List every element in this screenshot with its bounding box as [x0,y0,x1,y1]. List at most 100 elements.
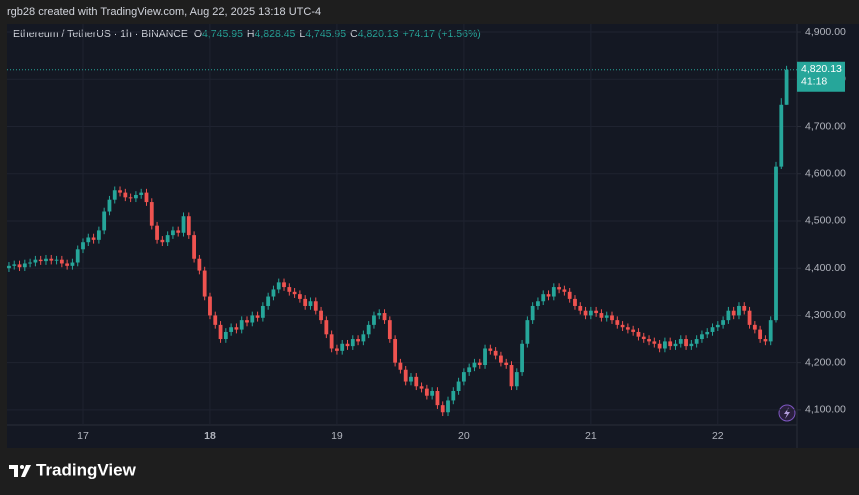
candle-body [313,301,318,311]
candle-body [509,365,514,387]
candle-body [128,197,133,199]
candle-body [715,324,720,328]
candle-body [59,259,64,264]
candle-body [684,339,688,347]
x-tick-label: 20 [458,430,470,442]
candle-body [208,296,212,316]
candle-body [742,305,747,311]
candle-body [7,265,11,269]
candle-body [107,199,112,212]
candle-body [70,262,75,266]
candle-body [514,372,519,387]
candle-body [86,237,91,243]
candle-body [430,390,435,396]
y-tick-label: 4,100.00 [805,404,846,416]
candle-body [139,192,144,195]
candle-body [239,320,244,330]
candle-body [758,329,763,340]
candle-body [197,258,202,271]
x-tick-label: 21 [585,430,597,442]
candle-body [647,339,651,342]
candle-body [398,362,403,370]
candle-body [319,310,323,321]
x-tick-label: 22 [712,430,724,442]
candle-body [38,259,43,262]
candle-body [102,211,107,231]
candle-body [641,336,646,340]
ohlc-key: L [299,28,305,40]
symbol: Ethereum / TetherUS · 1h · BINANCE [13,28,188,40]
candle-body [356,339,360,342]
candle-body [663,341,667,349]
candle-body [144,192,149,203]
candle-body [350,339,355,347]
candle-body [731,310,736,316]
lightning-button[interactable] [778,404,796,422]
candle-body [160,239,165,243]
candle-body [335,348,339,351]
candle-body [393,339,398,363]
candle-body [483,348,487,366]
ohlc-value: 4,828.45 [255,28,296,40]
candle-body [377,313,382,316]
candle-body [292,291,297,295]
candle-body [361,334,366,342]
candle-body [467,367,472,373]
candle-body [599,313,604,318]
candle-body [488,348,493,351]
candle-body [774,166,778,321]
candle-body [202,270,207,297]
candle-body [65,263,70,266]
candle-body [694,339,699,344]
candle-body [583,310,588,316]
candle-body [223,331,228,340]
ohlc-value: 4,745.95 [202,28,243,40]
candle-body [419,386,424,389]
candle-body [578,305,583,311]
candle-body [631,329,636,332]
y-tick-label: 4,700.00 [805,120,846,132]
candle-body [657,343,662,349]
chart-panel [7,24,859,448]
price-tag-countdown: 41:18 [801,76,827,88]
candle-body [12,264,17,266]
candle-body [218,324,223,340]
candle-body [562,289,567,292]
grid [7,24,797,425]
y-tick-label: 4,500.00 [805,215,846,227]
candle-body [768,320,773,342]
candle-body [493,350,498,356]
candle-body [536,301,540,306]
candle-body [673,343,678,347]
candle-body [620,324,625,328]
candle-body [181,216,186,233]
candle-body [700,334,704,340]
candle-body [75,249,80,263]
candle-body [784,69,789,105]
candle-body [737,305,741,316]
candle-body [747,310,752,325]
candle-body [123,192,128,198]
tv-logo-mark [9,465,31,477]
candle-body [266,296,271,306]
candle-body [440,405,445,413]
candle-body [499,355,503,363]
candle-body [255,315,260,318]
candle-body [276,282,281,290]
candle-body [541,294,546,302]
candle-body [604,315,609,318]
y-tick-label: 4,300.00 [805,309,846,321]
candle-body [752,324,757,330]
y-tick-label: 4,900.00 [805,26,846,38]
candle-body [44,258,48,262]
candle-body [424,388,429,396]
candle-body [636,331,641,337]
candle-body [372,315,376,325]
candle-body [149,202,154,226]
candle-body [551,287,556,297]
x-tick-label: 18 [204,430,216,442]
candle-body [213,315,218,325]
candle-body [520,343,524,373]
candle-body [17,264,22,268]
